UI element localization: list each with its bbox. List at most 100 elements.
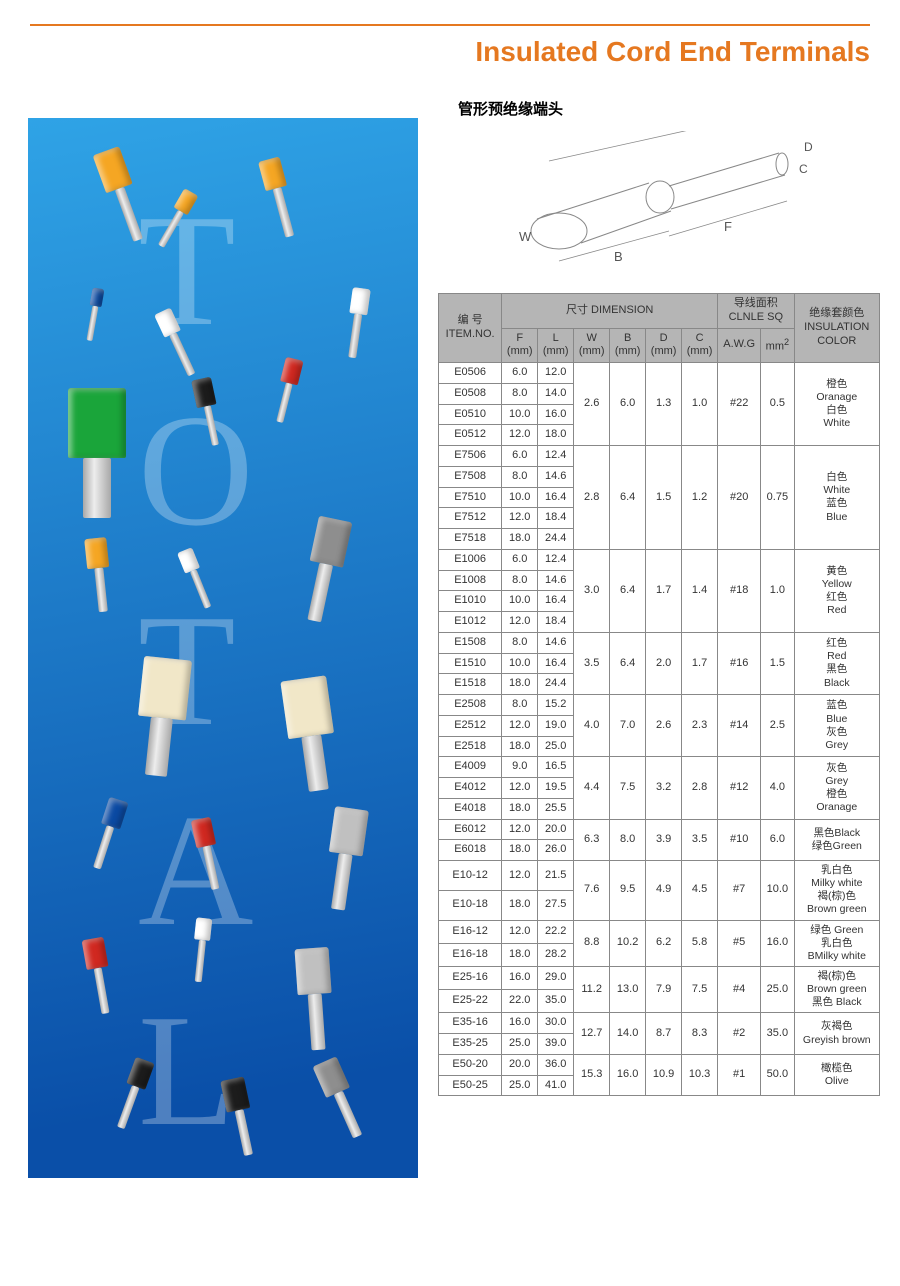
cell-W: 3.0	[574, 549, 610, 632]
cell-F: 10.0	[502, 487, 538, 508]
cell-awg: #22	[718, 363, 761, 446]
cell-item: E35-25	[439, 1034, 502, 1055]
cell-B: 14.0	[610, 1013, 646, 1055]
cell-item: E2518	[439, 736, 502, 757]
cell-F: 6.0	[502, 363, 538, 384]
cell-F: 10.0	[502, 404, 538, 425]
cell-L: 29.0	[538, 966, 574, 989]
cell-L: 39.0	[538, 1034, 574, 1055]
cell-W: 15.3	[574, 1054, 610, 1096]
hdr-awg: A.W.G	[718, 328, 761, 363]
cell-mm2: 16.0	[761, 920, 794, 966]
cell-F: 12.0	[502, 715, 538, 736]
cell-item: E0510	[439, 404, 502, 425]
cell-B: 6.4	[610, 549, 646, 632]
cell-item: E25-22	[439, 990, 502, 1013]
cell-F: 12.0	[502, 508, 538, 529]
hdr-C: C(mm)	[682, 328, 718, 363]
cell-F: 20.0	[502, 1054, 538, 1075]
cell-W: 12.7	[574, 1013, 610, 1055]
cell-F: 18.0	[502, 674, 538, 695]
cell-F: 10.0	[502, 653, 538, 674]
hdr-W: W(mm)	[574, 328, 610, 363]
cell-mm2: 1.0	[761, 549, 794, 632]
cell-L: 28.2	[538, 943, 574, 966]
cell-L: 16.4	[538, 653, 574, 674]
cell-L: 12.0	[538, 363, 574, 384]
cell-item: E4009	[439, 757, 502, 778]
cell-F: 8.0	[502, 383, 538, 404]
cell-F: 25.0	[502, 1034, 538, 1055]
cell-item: E16-18	[439, 943, 502, 966]
cell-B: 16.0	[610, 1054, 646, 1096]
cell-D: 7.9	[646, 966, 682, 1012]
cell-item: E6018	[439, 840, 502, 861]
cell-F: 10.0	[502, 591, 538, 612]
cell-item: E4012	[439, 778, 502, 799]
cell-D: 6.2	[646, 920, 682, 966]
cell-L: 26.0	[538, 840, 574, 861]
cell-item: E50-20	[439, 1054, 502, 1075]
svg-text:F: F	[724, 219, 732, 234]
cell-D: 2.0	[646, 632, 682, 694]
cell-awg: #5	[718, 920, 761, 966]
cell-F: 18.0	[502, 736, 538, 757]
cell-L: 14.6	[538, 466, 574, 487]
cell-F: 9.0	[502, 757, 538, 778]
cell-B: 7.5	[610, 757, 646, 819]
cell-C: 5.8	[682, 920, 718, 966]
table-row: E75066.012.42.86.41.51.2#200.75白色White蓝色…	[439, 446, 880, 467]
hdr-D: D(mm)	[646, 328, 682, 363]
table-row: E15088.014.63.56.42.01.7#161.5红色Red黑色Bla…	[439, 632, 880, 653]
cell-F: 22.0	[502, 990, 538, 1013]
hdr-clnle: 导线面积CLNLE SQ	[718, 294, 795, 329]
cell-awg: #16	[718, 632, 761, 694]
svg-text:W: W	[519, 229, 532, 244]
cell-L: 25.0	[538, 736, 574, 757]
cell-item: E7510	[439, 487, 502, 508]
cell-F: 18.0	[502, 840, 538, 861]
hdr-B: B(mm)	[610, 328, 646, 363]
cell-awg: #7	[718, 861, 761, 921]
cell-item: E1012	[439, 612, 502, 633]
cell-L: 20.0	[538, 819, 574, 840]
cell-mm2: 0.5	[761, 363, 794, 446]
right-column: 管形预绝缘端头 LDCFBW 编 号ITEM.NO.尺寸 DIMENSION导线…	[438, 88, 880, 1096]
hdr-L: L(mm)	[538, 328, 574, 363]
cell-W: 4.0	[574, 695, 610, 757]
cell-L: 41.0	[538, 1075, 574, 1096]
cell-L: 27.5	[538, 890, 574, 920]
cell-L: 15.2	[538, 695, 574, 716]
cell-C: 7.5	[682, 966, 718, 1012]
cell-color: 蓝色Blue灰色Grey	[794, 695, 879, 757]
cell-item: E1006	[439, 549, 502, 570]
cell-awg: #2	[718, 1013, 761, 1055]
cell-F: 12.0	[502, 425, 538, 446]
cell-W: 2.6	[574, 363, 610, 446]
cell-item: E1518	[439, 674, 502, 695]
cell-mm2: 25.0	[761, 966, 794, 1012]
cell-F: 18.0	[502, 529, 538, 550]
cell-F: 16.0	[502, 1013, 538, 1034]
cell-B: 6.4	[610, 632, 646, 694]
cell-F: 12.0	[502, 819, 538, 840]
cell-C: 1.0	[682, 363, 718, 446]
svg-text:D: D	[804, 140, 813, 154]
hdr-mm2: mm2	[761, 328, 794, 363]
cell-C: 3.5	[682, 819, 718, 861]
cell-item: E50-25	[439, 1075, 502, 1096]
cell-C: 1.2	[682, 446, 718, 550]
table-row: E10066.012.43.06.41.71.4#181.0黄色Yellow红色…	[439, 549, 880, 570]
cell-C: 2.8	[682, 757, 718, 819]
dimension-schematic: LDCFBW	[479, 131, 839, 281]
cell-L: 19.0	[538, 715, 574, 736]
cell-mm2: 4.0	[761, 757, 794, 819]
table-row: E40099.016.54.47.53.22.8#124.0灰色Grey橙色Or…	[439, 757, 880, 778]
cell-L: 16.4	[538, 591, 574, 612]
cell-L: 25.5	[538, 798, 574, 819]
table-row: E25088.015.24.07.02.62.3#142.5蓝色Blue灰色Gr…	[439, 695, 880, 716]
cell-D: 1.3	[646, 363, 682, 446]
cell-C: 4.5	[682, 861, 718, 921]
cell-color: 灰褐色Greyish brown	[794, 1013, 879, 1055]
cell-D: 3.9	[646, 819, 682, 861]
